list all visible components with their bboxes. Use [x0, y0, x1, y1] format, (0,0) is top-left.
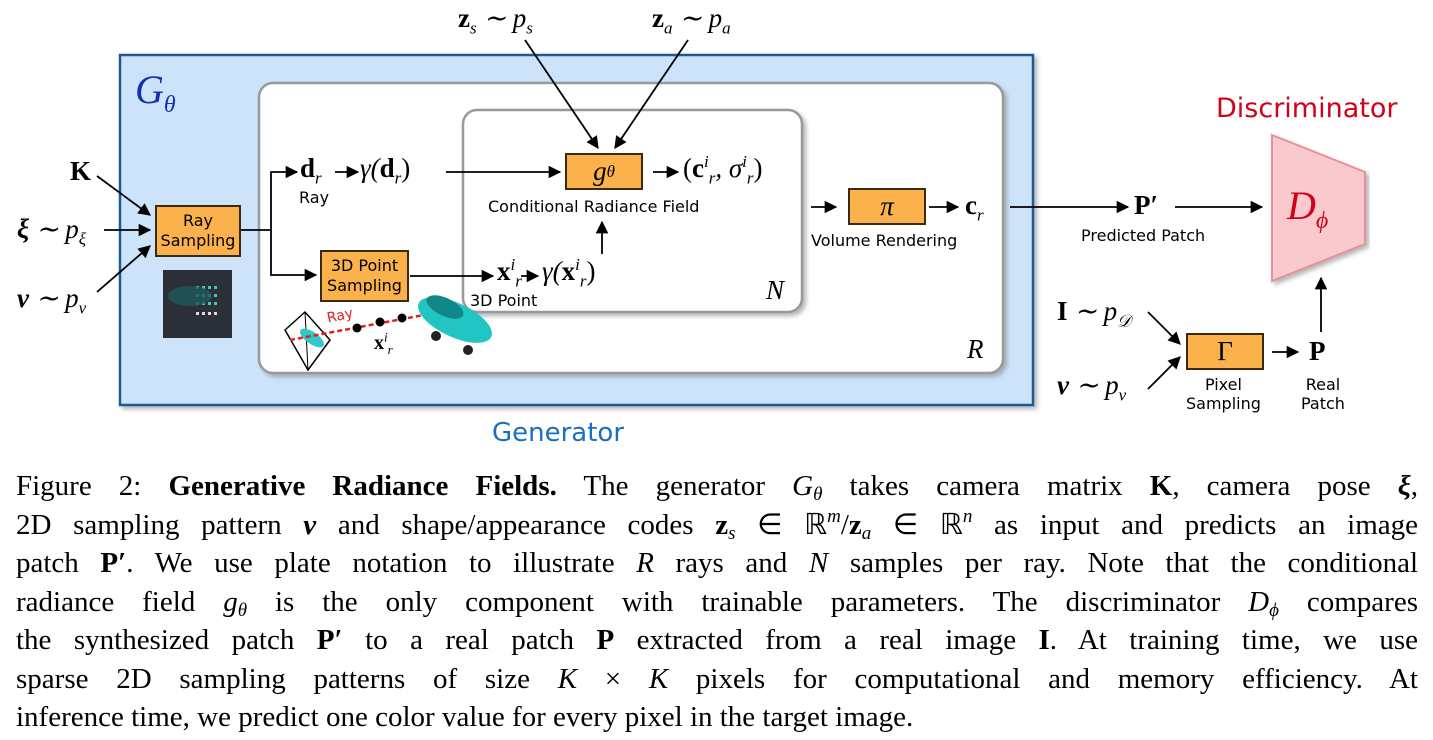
- volume-rendering-box: π: [848, 188, 926, 225]
- discriminator-symbol: Dϕ: [1287, 183, 1329, 234]
- caption-segment: as input and predicts an image: [972, 508, 1419, 541]
- generator-symbol: Gθ: [135, 67, 176, 118]
- caption-segment: ∈ ℝ: [735, 508, 828, 541]
- gamma-d-r: γ(dr): [360, 153, 411, 188]
- caption-segment: z: [715, 508, 729, 541]
- ray-label: Ray: [299, 188, 330, 207]
- caption-segment: a: [861, 522, 872, 544]
- d-r: dr: [300, 153, 322, 188]
- caption-segment: P′: [316, 624, 343, 656]
- arrows: [96, 39, 1328, 390]
- input-zs: zs ∼ ps: [458, 3, 533, 38]
- caption-segment: ν: [303, 508, 317, 541]
- caption-segment: pixels for computational and memory effi…: [668, 662, 1418, 695]
- caption-segment: 2D sampling pattern: [16, 508, 304, 541]
- caption-segment: D: [1248, 585, 1270, 618]
- caption-segment: n: [962, 505, 973, 527]
- caption-segment: K: [557, 662, 578, 695]
- caption-segment: extracted from a real image: [614, 624, 1039, 656]
- p-real: P: [1309, 336, 1326, 366]
- caption-segment: the synthesized patch: [16, 624, 317, 656]
- caption-segment: z: [848, 508, 862, 541]
- caption-segment: ϕ: [1269, 599, 1279, 621]
- caption-segment: rays and: [653, 547, 809, 579]
- input-za: za ∼ pa: [652, 3, 731, 38]
- caption-segment: The generator: [556, 470, 793, 502]
- caption-segment: and shape/appearance codes: [316, 508, 716, 541]
- caption-segment: ξ: [1397, 470, 1411, 502]
- ray-sampling-box: Ray Sampling: [155, 205, 241, 257]
- input-nu: ν ∼ pν: [17, 283, 87, 318]
- gamma-x-r-i: γ(xir): [542, 255, 596, 291]
- predicted-patch-label: Predicted Patch: [1081, 226, 1206, 245]
- caption-segment: I: [1038, 624, 1050, 656]
- x-r-i: xir: [497, 255, 522, 291]
- caption-line: inference time, we predict one color val…: [16, 698, 1418, 737]
- color-density-output: (cir, σir): [683, 152, 763, 188]
- caption-segment: N: [808, 547, 829, 579]
- caption-segment: K: [648, 662, 669, 695]
- caption-line: patch P′. We use plate notation to illus…: [16, 544, 1418, 583]
- caption-line: sparse 2D sampling patterns of size K × …: [16, 660, 1418, 699]
- caption-segment: θ: [237, 599, 248, 621]
- discriminator-shape: [1271, 133, 1366, 283]
- caption-segment: Generative Radiance Fields.: [168, 470, 557, 502]
- camera-ray-illustration: [284, 295, 492, 372]
- caption-segment: is the only component with trainable par…: [247, 585, 1249, 618]
- caption-segment: . At training time, we use: [1049, 624, 1419, 656]
- caption-segment: sparse 2D sampling patterns of size: [16, 662, 558, 695]
- caption-segment: , camera pose: [1172, 470, 1398, 502]
- caption-line: radiance field gθ is the only component …: [16, 583, 1418, 622]
- caption-segment: . We use plate notation to illustrate: [126, 547, 637, 579]
- plate-r-label: R: [967, 334, 984, 364]
- caption-segment: K: [1149, 470, 1173, 502]
- caption-segment: patch: [16, 547, 101, 579]
- generator-label: Generator: [492, 418, 625, 448]
- caption-segment: θ: [813, 484, 823, 505]
- caption-segment: ,: [1410, 470, 1418, 502]
- volume-rendering-label: Volume Rendering: [811, 231, 958, 250]
- input-xi: ξ ∼ pξ: [17, 214, 87, 249]
- caption-segment: compares: [1278, 585, 1418, 618]
- input-I: I ∼ p𝒟: [1057, 296, 1131, 331]
- figure-diagram: [96, 39, 1366, 407]
- caption-segment: inference time, we predict one color val…: [16, 701, 914, 733]
- plate-n-label: N: [766, 275, 785, 305]
- caption-line: 2D sampling pattern ν and shape/appearan…: [16, 506, 1418, 545]
- caption-segment: takes camera matrix: [822, 470, 1150, 502]
- plate-n-box: [461, 108, 804, 314]
- caption-line: Figure 2: Generative Radiance Fields. Th…: [16, 467, 1418, 506]
- caption-segment: to a real patch: [342, 624, 597, 656]
- caption-segment: G: [792, 470, 814, 502]
- figure-caption: Figure 2: Generative Radiance Fields. Th…: [16, 467, 1418, 737]
- caption-line: the synthesized patch P′ to a real patch…: [16, 621, 1418, 660]
- input-K: K: [70, 156, 92, 186]
- caption-segment: s: [728, 522, 736, 544]
- discriminator-label: Discriminator: [1216, 93, 1398, 124]
- caption-segment: radiance field: [16, 585, 224, 618]
- x-r-i-illustration: xir: [374, 329, 393, 357]
- caption-segment: ∈ ℝ: [871, 508, 963, 541]
- input-nu-real: ν ∼ pν: [1057, 370, 1127, 405]
- point-sampling-box: 3D Point Sampling: [320, 250, 409, 302]
- caption-segment: ×: [577, 662, 649, 695]
- caption-segment: P: [596, 624, 615, 656]
- caption-segment: m: [827, 505, 841, 527]
- c-r: cr: [965, 190, 984, 225]
- 3d-point-label: 3D Point: [470, 291, 538, 310]
- pixel-sampling-label: Pixel Sampling: [1186, 375, 1261, 414]
- pixel-sampling-box: Γ: [1186, 333, 1264, 370]
- caption-segment: Figure 2:: [16, 470, 169, 502]
- caption-segment: samples per ray. Note that the condition…: [828, 547, 1419, 579]
- p-prime: P′: [1134, 190, 1159, 220]
- caption-segment: P′: [100, 547, 127, 579]
- caption-segment: /: [840, 508, 849, 541]
- car-silhouette-thumb: [168, 286, 212, 306]
- caption-segment: g: [223, 585, 238, 618]
- real-patch-label: Real Patch: [1301, 375, 1345, 414]
- caption-segment: R: [636, 547, 654, 579]
- conditional-radiance-field-label: Conditional Radiance Field: [488, 197, 700, 216]
